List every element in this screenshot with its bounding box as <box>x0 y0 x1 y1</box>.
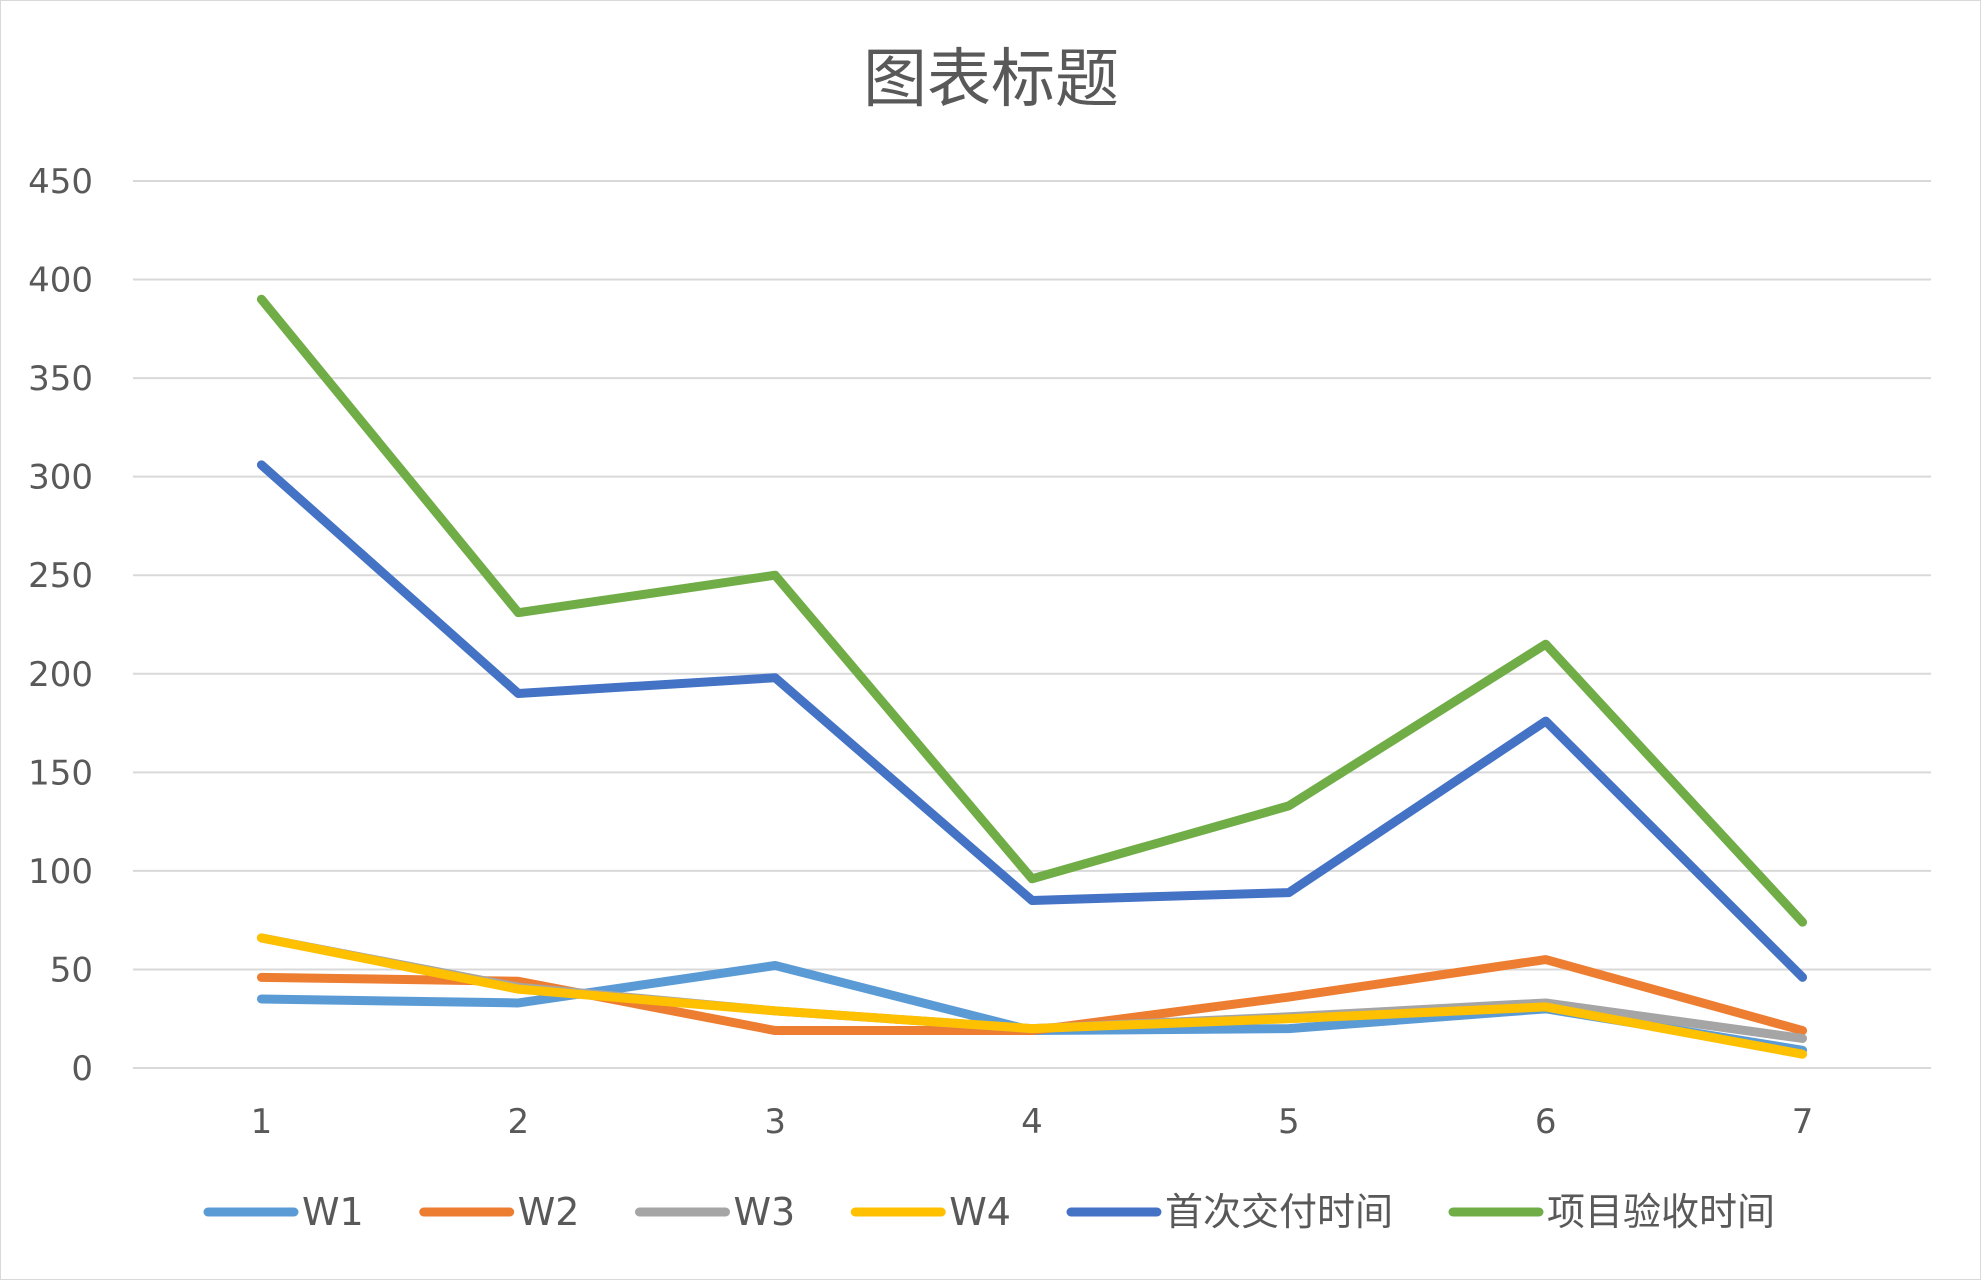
series-line <box>256 933 1808 1059</box>
legend-label: W3 <box>733 1190 795 1234</box>
x-tick-label: 6 <box>1535 1102 1557 1142</box>
series-line <box>256 460 1808 982</box>
y-tick-label: 50 <box>50 950 93 990</box>
y-tick-label: 250 <box>28 556 93 596</box>
x-tick-label: 7 <box>1792 1102 1814 1142</box>
series-line <box>256 294 1808 927</box>
gridlines <box>133 180 1931 1069</box>
y-tick-label: 450 <box>28 162 93 202</box>
x-axis-ticks: 1 2 3 4 5 6 7 <box>251 1102 1814 1142</box>
legend-label: W1 <box>302 1190 364 1234</box>
y-tick-label: 350 <box>28 359 93 399</box>
y-tick-label: 100 <box>28 852 93 892</box>
x-tick-label: 2 <box>507 1102 529 1142</box>
legend: W1 W2 W3 W4 首次交付时间 项目验收时间 <box>203 1190 1775 1234</box>
legend-label: 首次交付时间 <box>1165 1190 1393 1234</box>
legend-label: 项目验收时间 <box>1547 1190 1775 1234</box>
y-tick-label: 150 <box>28 753 93 793</box>
y-axis-ticks: 0 50 100 150 200 250 300 350 400 450 <box>28 162 93 1089</box>
y-tick-label: 200 <box>28 655 93 695</box>
x-tick-label: 3 <box>764 1102 786 1142</box>
x-tick-label: 5 <box>1278 1102 1300 1142</box>
y-tick-label: 400 <box>28 261 93 301</box>
series-lines <box>256 294 1808 1059</box>
y-tick-label: 300 <box>28 458 93 498</box>
y-tick-label: 0 <box>71 1049 93 1089</box>
x-tick-label: 1 <box>251 1102 273 1142</box>
legend-label: W2 <box>518 1190 580 1234</box>
x-tick-label: 4 <box>1021 1102 1043 1142</box>
chart-title: 图表标题 <box>863 43 1119 117</box>
legend-label: W4 <box>949 1190 1011 1234</box>
